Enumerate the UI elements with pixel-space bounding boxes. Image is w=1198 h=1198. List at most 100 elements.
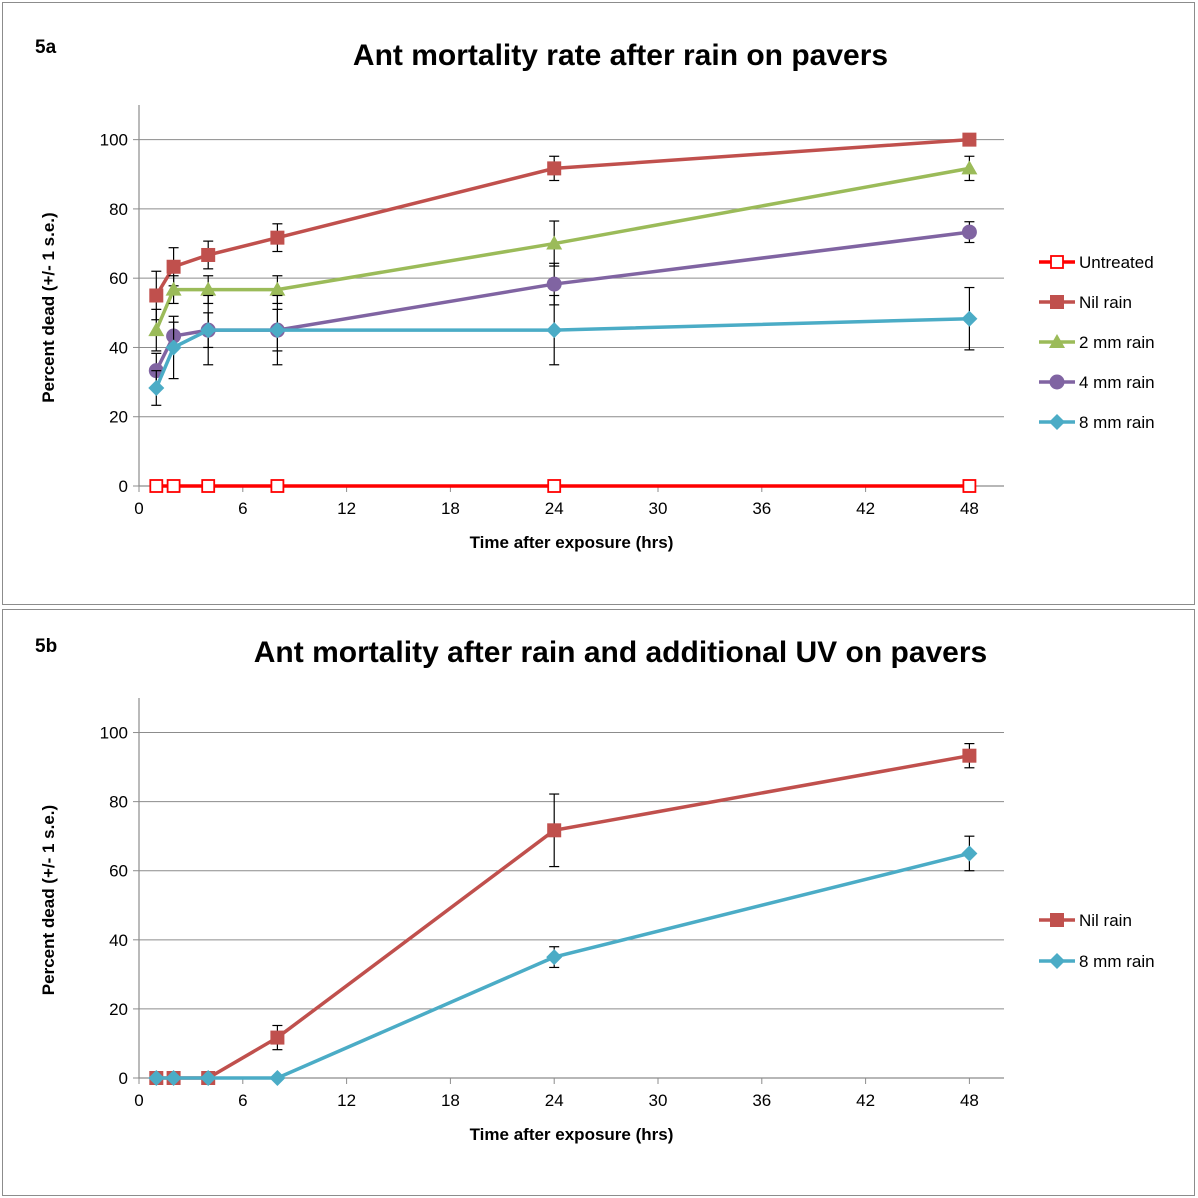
legend-label: Nil rain [1079,911,1132,930]
data-point [269,1070,286,1086]
data-point [165,339,182,356]
data-point [148,379,165,396]
data-point [962,132,977,147]
y-tick-label: 60 [109,269,128,288]
data-point [546,235,563,250]
y-axis-label: Percent dead (+/- 1 s.e.) [39,212,58,402]
y-tick-label: 20 [109,1000,128,1019]
legend-item: 8 mm rain [1039,952,1155,971]
legend-item: Nil rain [1039,293,1132,312]
y-tick-label: 20 [109,408,128,427]
chart-5a-plot: 0 20 40 60 80 100 0 6 12 18 24 30 36 42 48 Time after e… [39,105,1155,552]
data-point [200,281,217,296]
data-point [149,288,164,303]
chart-title: Ant mortality after rain and additional … [253,636,988,669]
data-point [269,281,286,296]
x-tick-label: 12 [337,1091,356,1110]
x-tick-label: 6 [238,499,247,518]
data-point [269,322,286,339]
y-tick-label: 80 [109,793,128,812]
data-point [547,479,562,493]
x-tick-label: 0 [134,499,143,518]
x-tick-label: 36 [752,1091,771,1110]
x-tick-label: 24 [545,1091,564,1110]
legend-item: 4 mm rain [1039,373,1155,392]
data-point [547,823,562,838]
series-nil-rain [149,743,977,1085]
y-ticks: 0 20 40 60 80 100 [100,724,139,1088]
data-point [148,322,165,337]
chart-panel-5a: 5a Ant mortality rate after rain on pave… [2,2,1195,605]
data-point [200,1070,217,1086]
x-tick-label: 18 [441,1091,460,1110]
legend-marker [1050,295,1064,309]
legend-label: 8 mm rain [1079,413,1155,432]
x-tick-label: 6 [238,1091,247,1110]
series-untreated [149,479,977,493]
x-tick-label: 18 [441,499,460,518]
data-point [166,259,181,274]
panel-label: 5b [35,636,58,657]
series-8-mm-rain [148,286,978,406]
data-point [165,1070,182,1086]
x-ticks: 0 6 12 18 24 30 36 42 48 [134,486,979,518]
y-tick-label: 80 [109,200,128,219]
data-point [546,276,562,292]
panel-label: 5a [35,37,57,58]
series-line [154,316,970,389]
x-tick-label: 36 [752,499,771,518]
x-axis-label: Time after exposure (hrs) [470,533,674,552]
chart-title: Ant mortality rate after rain on pavers [352,39,889,72]
data-point [165,281,182,296]
legend-marker [1049,414,1065,430]
data-point [270,479,285,493]
legend-marker [1050,255,1064,269]
x-tick-label: 42 [856,499,875,518]
legend-marker [1049,334,1065,348]
x-tick-label: 30 [649,1091,668,1110]
data-point [149,479,164,493]
data-point [961,224,977,240]
legend-label: 4 mm rain [1079,373,1155,392]
data-point [201,247,216,262]
x-tick-label: 48 [960,499,979,518]
y-ticks: 0 20 40 60 80 100 [100,131,139,496]
x-ticks: 0 6 12 18 24 30 36 42 48 [134,1078,979,1110]
x-tick-label: 12 [337,499,356,518]
data-point [546,322,563,339]
chart-panel-5b: 5b Ant mortality after rain and addition… [2,609,1195,1196]
legend-marker [1049,374,1065,390]
legend-item: 8 mm rain [1039,413,1155,432]
x-tick-label: 24 [545,499,564,518]
y-tick-label: 60 [109,862,128,881]
data-point [270,1030,285,1045]
series-line [154,137,970,297]
legend-item: 2 mm rain [1039,333,1155,352]
gridlines [139,139,1004,487]
x-axis-label: Time after exposure (hrs) [470,1125,674,1144]
data-point [270,230,285,245]
y-tick-label: 100 [100,724,128,743]
series-line [154,166,970,331]
legend-marker [1049,953,1065,969]
x-tick-label: 48 [960,1091,979,1110]
y-tick-label: 40 [109,931,128,950]
data-point [962,748,977,763]
series-line [156,753,970,1080]
data-point [547,161,562,176]
legend-item: Nil rain [1039,911,1132,930]
series-2-mm-rain [148,155,978,352]
legend-marker [1050,913,1064,927]
chart-5b-plot: 0 20 40 60 80 100 0 6 12 18 24 30 36 42 48 Time after e… [39,698,1155,1144]
series-4-mm-rain [148,221,977,389]
legend-item: Untreated [1039,253,1154,272]
legend-label: 8 mm rain [1079,952,1155,971]
data-point [148,1070,165,1086]
y-tick-label: 100 [100,131,128,150]
y-tick-label: 0 [119,477,128,496]
data-point [166,479,181,493]
data-point [961,160,978,175]
legend-label: 2 mm rain [1079,333,1155,352]
legend-label: Nil rain [1079,293,1132,312]
data-point [200,322,217,339]
